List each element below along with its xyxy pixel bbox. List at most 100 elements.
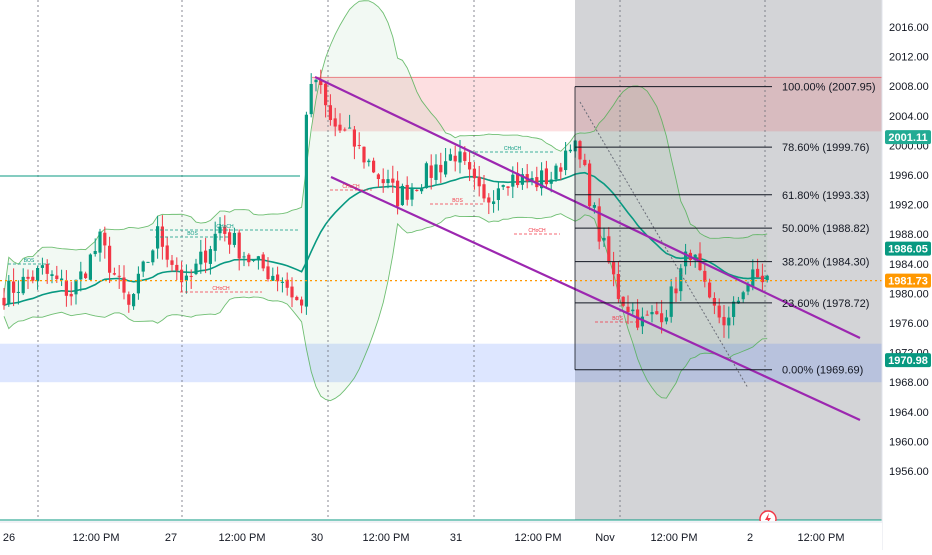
candle-body	[540, 170, 544, 189]
y-tick-label: 2008.00	[889, 81, 929, 93]
price-tag-label: 1981.73	[888, 276, 928, 288]
candle-body	[280, 281, 284, 283]
candle-body	[328, 105, 332, 121]
candle-body	[31, 276, 35, 281]
y-tick-label: 1976.00	[889, 318, 929, 330]
candle-body	[45, 264, 49, 274]
candle-body	[117, 275, 121, 277]
candle-body	[194, 263, 198, 275]
x-tick-label: 12:00 PM	[362, 532, 409, 544]
candle-body	[199, 251, 203, 265]
x-tick-label: 12:00 PM	[514, 532, 561, 544]
candle-body	[228, 232, 232, 245]
candle-body	[247, 254, 251, 263]
x-tick-label: 2	[747, 532, 753, 544]
candle-body	[165, 245, 169, 260]
y-tick-label: 1980.00	[889, 288, 929, 300]
x-tick-label: 12:00 PM	[650, 532, 697, 544]
candle-body	[79, 271, 83, 280]
bollinger-band-fill	[4, 0, 768, 401]
candle-body	[549, 179, 553, 184]
candle-body	[420, 188, 424, 192]
candle-body	[405, 184, 409, 200]
candle-body	[616, 273, 620, 299]
candle-body	[357, 144, 361, 146]
x-tick-label: 12:00 PM	[797, 532, 844, 544]
candle-body	[122, 277, 126, 293]
channel-lower-line	[330, 176, 861, 421]
candle-body	[309, 83, 313, 115]
price-tag-label: 1970.98	[888, 355, 928, 367]
candle-body	[669, 286, 673, 317]
candle-body	[703, 270, 707, 282]
candle-body	[208, 249, 212, 264]
candle-body	[544, 168, 548, 185]
x-tick-label: 12:00 PM	[72, 532, 119, 544]
structure-label: CHoCH	[528, 228, 546, 234]
candle-body	[496, 188, 500, 200]
structure-label: BOS	[187, 231, 198, 237]
candle-body	[26, 276, 30, 279]
x-tick-label: Nov	[595, 532, 615, 544]
candle-body	[765, 275, 769, 281]
candle-body	[621, 296, 625, 306]
candle-body	[386, 179, 390, 184]
candle-body	[367, 160, 371, 163]
candle-body	[482, 184, 486, 199]
y-tick-label: 1964.00	[889, 407, 929, 419]
candle-body	[324, 83, 328, 106]
candle-body	[256, 256, 260, 261]
candle-body	[7, 280, 11, 305]
candle-body	[607, 236, 611, 263]
candle-body	[400, 185, 404, 206]
structure-label: BOS	[24, 258, 35, 264]
x-tick-label: 30	[311, 532, 323, 544]
fib-level-label: 78.60% (1999.76)	[782, 142, 869, 154]
x-tick-label: 27	[165, 532, 177, 544]
candle-body	[98, 231, 102, 253]
candle-body	[271, 275, 275, 281]
candle-body	[511, 174, 515, 187]
candle-body	[664, 317, 668, 322]
fib-level-label: 50.00% (1988.82)	[782, 223, 869, 235]
candle-body	[708, 282, 712, 298]
candle-body	[396, 180, 400, 207]
y-tick-label: 2012.00	[889, 52, 929, 64]
candle-body	[338, 124, 342, 131]
candle-body	[40, 265, 44, 268]
candle-body	[237, 232, 241, 259]
candle-body	[693, 254, 697, 261]
candle-body	[352, 129, 356, 147]
y-tick-label: 1988.00	[889, 229, 929, 241]
candle-body	[348, 127, 352, 129]
candle-body	[213, 233, 217, 251]
candle-body	[760, 275, 764, 283]
candle-body	[64, 280, 68, 296]
candle-body	[381, 179, 385, 184]
candle-body	[631, 309, 635, 312]
candle-body	[439, 164, 443, 173]
candle-body	[300, 299, 304, 306]
candle-body	[184, 275, 188, 281]
candle-body	[712, 298, 716, 306]
price-tag	[885, 130, 931, 145]
candle-body	[477, 176, 481, 187]
candle-body	[127, 294, 131, 305]
candle-body	[650, 312, 654, 315]
candle-body	[732, 301, 736, 317]
candle-body	[463, 152, 467, 161]
candle-body	[295, 296, 299, 301]
candle-body	[458, 151, 462, 163]
candle-body	[2, 297, 6, 306]
candle-body	[640, 316, 644, 327]
price-tag	[885, 241, 931, 256]
y-tick-label: 1968.00	[889, 377, 929, 389]
candle-body	[655, 311, 659, 315]
candle-body	[660, 313, 664, 323]
y-tick-label: 2004.00	[889, 111, 929, 123]
candle-body	[741, 292, 745, 300]
candle-body	[602, 237, 606, 241]
time-axis-bg	[0, 521, 882, 550]
